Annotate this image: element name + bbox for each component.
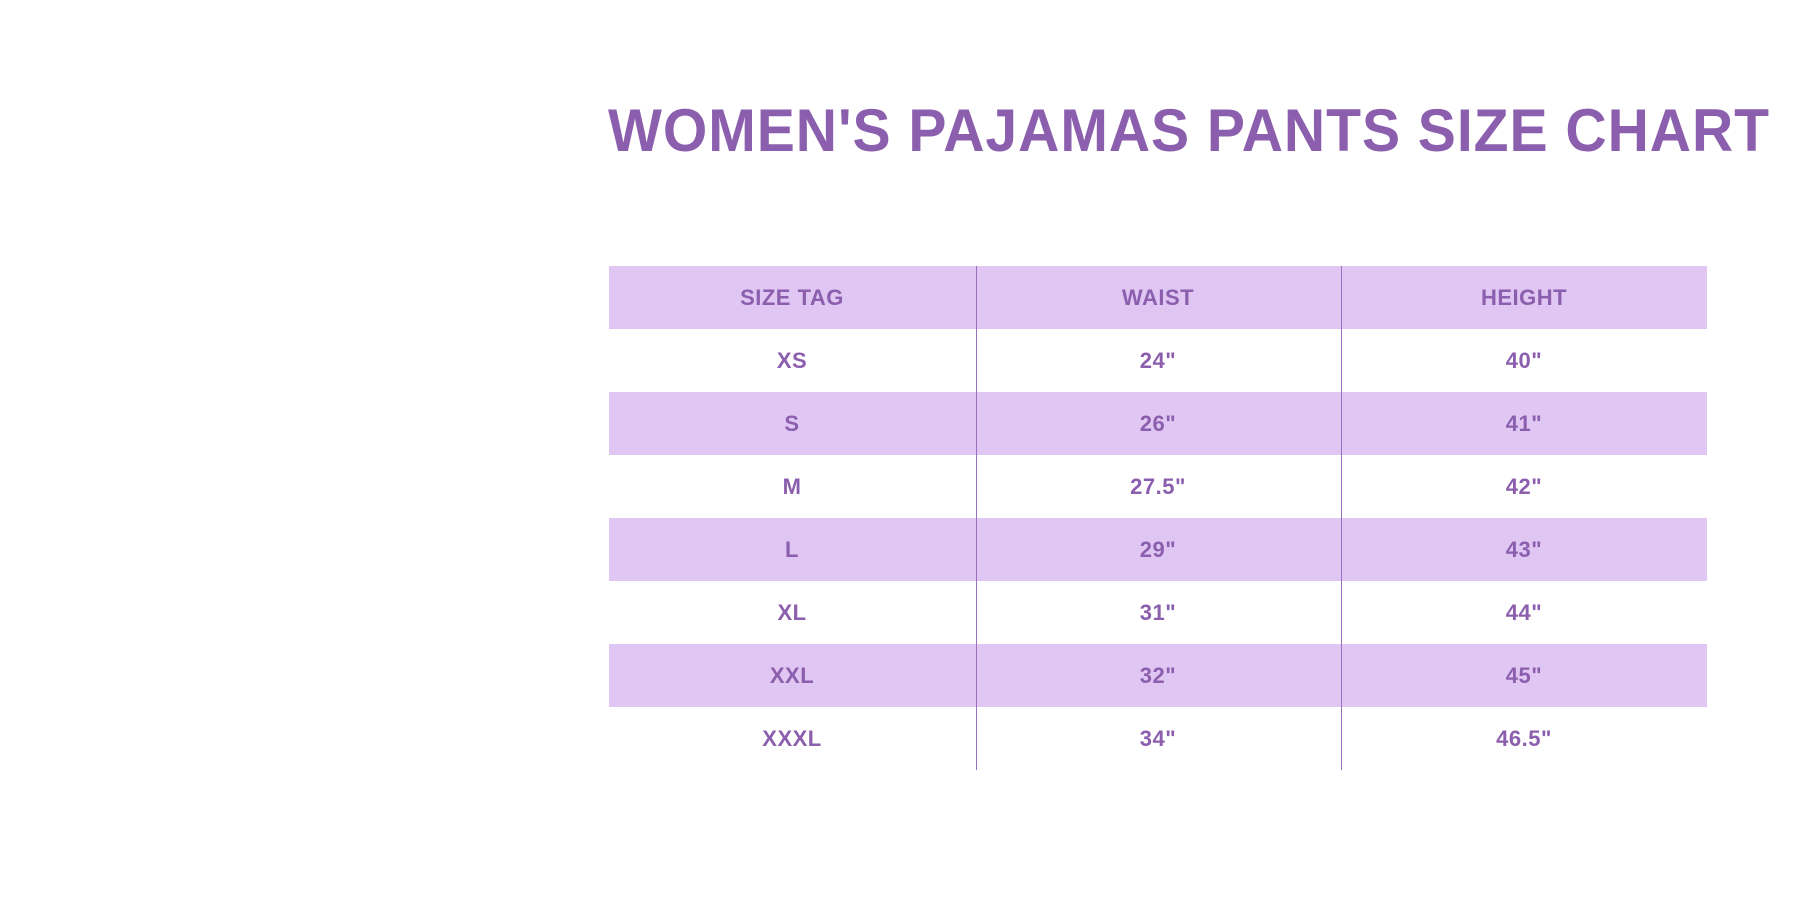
waist-cell: 29"	[1139, 536, 1177, 562]
size-tag-cell: XS	[776, 347, 808, 373]
waist-cell: 34"	[1139, 725, 1177, 751]
header-size-tag: SIZE TAG	[740, 284, 844, 310]
size-chart-table: SIZE TAG WAIST HEIGHT XS 24" 40" S 26" 41" M 27…	[609, 266, 1707, 770]
waist-cell: 26"	[1139, 410, 1177, 436]
height-cell: 44"	[1505, 599, 1543, 625]
column-divider	[976, 266, 977, 770]
height-cell: 43"	[1505, 536, 1543, 562]
table-row: XS 24" 40"	[609, 329, 1707, 392]
header-height: HEIGHT	[1480, 284, 1568, 310]
waist-cell: 31"	[1139, 599, 1177, 625]
size-tag-cell: L	[785, 536, 799, 562]
size-tag-cell: XXXL	[762, 725, 822, 751]
title-text: WOMEN'S PAJAMAS PANTS SIZE CHART	[608, 97, 1770, 164]
table-row: XXXL 34" 46.5"	[609, 707, 1707, 770]
size-tag-cell: XL	[777, 599, 807, 625]
height-cell: 40"	[1505, 347, 1543, 373]
table-row: XL 31" 44"	[609, 581, 1707, 644]
size-tag-cell: XXL	[769, 662, 815, 688]
waist-cell: 27.5"	[1130, 473, 1186, 499]
table-row: S 26" 41"	[609, 392, 1707, 455]
table-row: XXL 32" 45"	[609, 644, 1707, 707]
height-cell: 46.5"	[1496, 725, 1552, 751]
table-row: M 27.5" 42"	[609, 455, 1707, 518]
waist-cell: 24"	[1139, 347, 1177, 373]
size-tag-cell: S	[784, 410, 800, 436]
table-row: L 29" 43"	[609, 518, 1707, 581]
header-waist: WAIST	[1121, 284, 1195, 310]
column-divider	[1341, 266, 1342, 770]
height-cell: 41"	[1505, 410, 1543, 436]
waist-cell: 32"	[1139, 662, 1177, 688]
size-tag-cell: M	[782, 473, 802, 499]
table-header-row: SIZE TAG WAIST HEIGHT	[609, 266, 1707, 329]
height-cell: 42"	[1505, 473, 1543, 499]
page-title: WOMEN'S PAJAMAS PANTS SIZE CHART	[608, 100, 1770, 162]
height-cell: 45"	[1505, 662, 1543, 688]
